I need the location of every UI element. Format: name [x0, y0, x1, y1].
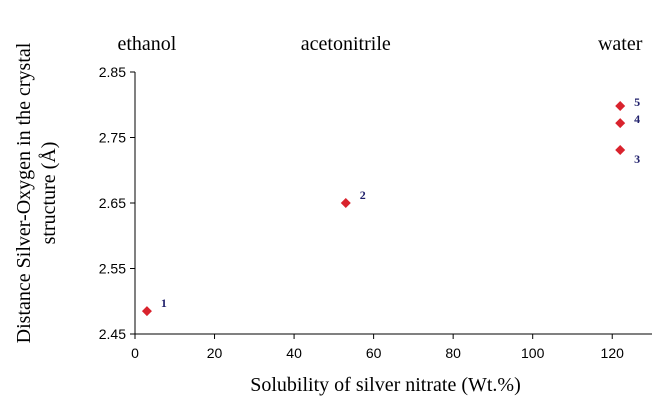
data-points: 1 2 3 4 5 — [141, 95, 640, 317]
data-point-2 — [340, 198, 351, 208]
y-axis-ticks: 2.45 2.55 2.65 2.75 2.85 — [99, 64, 135, 342]
y-tick-label: 2.75 — [99, 130, 126, 146]
data-point-label-3: 3 — [634, 152, 640, 166]
data-point-label-2: 2 — [360, 188, 366, 202]
x-tick-label: 0 — [131, 345, 139, 361]
solvent-label-acetonitrile: acetonitrile — [301, 33, 391, 55]
data-point-1 — [141, 306, 152, 317]
y-axis-title: Distance Silver-Oxygen in the crystal st… — [13, 42, 60, 343]
data-point-3 — [615, 144, 626, 155]
solvent-label-water: water — [598, 33, 643, 55]
solvent-labels: ethanol acetonitrile water — [117, 33, 642, 55]
x-tick-label: 100 — [521, 345, 545, 361]
solvent-label-ethanol: ethanol — [117, 33, 176, 55]
y-axis-title-line-2: structure (Å) — [38, 142, 60, 245]
y-tick-label: 2.85 — [99, 64, 126, 80]
x-tick-label: 120 — [601, 345, 625, 361]
y-tick-label: 2.45 — [99, 326, 126, 342]
x-tick-label: 60 — [366, 345, 382, 361]
y-tick-label: 2.65 — [99, 195, 126, 211]
x-axis-ticks: 0 20 40 60 80 100 120 — [131, 334, 624, 361]
x-axis-title: Solubility of silver nitrate (Wt.%) — [250, 374, 521, 396]
data-point-4 — [615, 118, 626, 129]
x-tick-label: 40 — [286, 345, 302, 361]
x-tick-label: 20 — [207, 345, 223, 361]
x-tick-label: 80 — [445, 345, 461, 361]
data-point-label-5: 5 — [634, 95, 640, 109]
data-point-label-4: 4 — [634, 112, 640, 126]
data-point-label-1: 1 — [161, 296, 167, 310]
axes — [134, 72, 652, 335]
data-point-5 — [615, 101, 626, 112]
y-tick-label: 2.55 — [99, 261, 126, 277]
y-axis-title-line-1: Distance Silver-Oxygen in the crystal — [13, 42, 35, 343]
